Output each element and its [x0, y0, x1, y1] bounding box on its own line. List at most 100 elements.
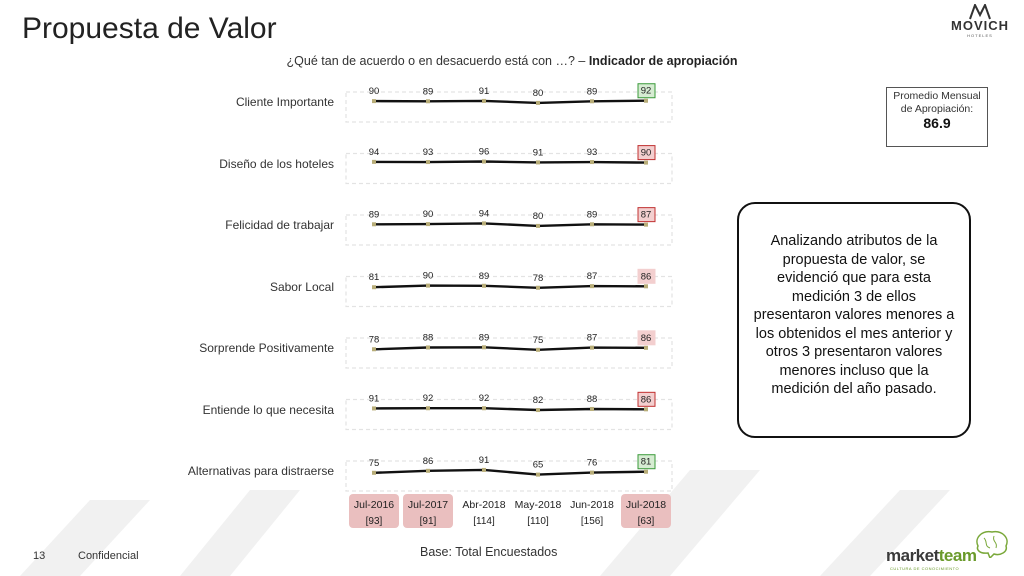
- data-point: [590, 470, 594, 475]
- series-line: [373, 222, 647, 228]
- data-point: [590, 160, 594, 165]
- data-label: 88: [587, 394, 598, 405]
- data-point: [482, 159, 486, 164]
- row-frame: [345, 275, 673, 308]
- series-line: [373, 284, 647, 290]
- data-point: [482, 467, 486, 472]
- logo-brand: MOVICH: [951, 18, 1009, 33]
- chart-subtitle: ¿Qué tan de acuerdo o en desacuerdo está…: [0, 54, 1024, 68]
- series-label: Diseño de los hoteles: [219, 156, 334, 171]
- data-label: 75: [369, 458, 380, 469]
- series-label: Sorprende Positivamente: [199, 341, 334, 355]
- data-label: 89: [423, 86, 434, 97]
- analysis-note: Analizando atributos de la propuesta de …: [737, 202, 971, 438]
- average-label: Promedio Mensual de Apropiación:: [893, 90, 981, 115]
- data-label: 86: [641, 333, 652, 344]
- data-point: [536, 223, 540, 228]
- data-point: [536, 100, 540, 105]
- data-label: 91: [479, 455, 490, 466]
- series-label: Alternativas para distraerse: [187, 464, 334, 478]
- last-value-box: [637, 145, 656, 161]
- data-label: 88: [423, 332, 434, 343]
- series-label: Sabor Local: [269, 279, 334, 294]
- data-label: 75: [533, 335, 544, 346]
- data-point: [482, 283, 486, 288]
- movich-logo-mark-icon: [969, 4, 991, 20]
- page-number: 13: [33, 550, 46, 562]
- data-label: 80: [533, 211, 544, 222]
- data-point: [590, 222, 594, 227]
- data-label: 76: [587, 458, 598, 469]
- data-point: [644, 160, 648, 165]
- data-label: 87: [587, 333, 598, 344]
- period-highlight: [403, 494, 453, 528]
- data-point: [482, 345, 486, 350]
- base-text: Base: Total Encuestados: [420, 545, 558, 559]
- marketteam-logo: marketteam CULTURA DE CONOCIMIENTO: [884, 528, 1014, 574]
- series-line: [373, 160, 647, 164]
- data-point: [590, 406, 594, 411]
- data-point: [372, 470, 376, 475]
- series-label: Cliente Importante: [235, 95, 334, 109]
- data-label: 92: [423, 393, 434, 404]
- data-point: [644, 469, 648, 474]
- base-count-label: [63]: [638, 516, 655, 527]
- row-frame: [345, 91, 673, 123]
- data-label: 81: [641, 457, 652, 468]
- row-frame: [345, 337, 673, 369]
- series-line: [373, 407, 647, 412]
- row-frame: [345, 214, 673, 246]
- data-point: [536, 160, 540, 165]
- movich-logo: MOVICH HOTELES: [940, 4, 1020, 44]
- data-label: 96: [479, 147, 490, 158]
- last-value-box: [637, 330, 656, 346]
- data-label: 90: [423, 209, 434, 220]
- x-tick-label: Jul-2016: [354, 499, 394, 511]
- data-label: 94: [479, 208, 490, 219]
- data-label: 94: [369, 147, 380, 158]
- row-frame: [345, 460, 673, 492]
- data-point: [426, 222, 430, 227]
- data-point: [644, 222, 648, 227]
- data-point: [372, 99, 376, 104]
- data-label: 87: [641, 210, 652, 221]
- page-title: Propuesta de Valor: [22, 12, 277, 45]
- last-value-box: [637, 268, 656, 284]
- data-point: [536, 285, 540, 290]
- data-label: 93: [423, 147, 434, 158]
- data-point: [372, 285, 376, 290]
- data-point: [590, 345, 594, 350]
- base-count-label: [110]: [527, 516, 549, 527]
- marketteam-name-2: team: [938, 546, 977, 565]
- data-label: 78: [533, 273, 544, 284]
- average-value: 86.9: [923, 115, 951, 131]
- brain-icon: [976, 530, 1008, 558]
- series-line: [373, 99, 647, 105]
- x-tick-label: Abr-2018: [462, 499, 505, 511]
- data-point: [372, 347, 376, 352]
- series-line: [373, 346, 647, 352]
- data-label: 89: [587, 86, 598, 97]
- data-point: [482, 98, 486, 103]
- logo-sub: HOTELES: [967, 33, 993, 38]
- series-label: Felicidad de trabajar: [225, 218, 334, 232]
- data-point: [372, 222, 376, 227]
- data-point: [644, 98, 648, 103]
- data-point: [426, 99, 430, 104]
- data-label: 89: [369, 209, 380, 220]
- data-point: [536, 408, 540, 413]
- row-frame: [345, 398, 673, 431]
- x-tick-label: Jun-2018: [570, 499, 614, 511]
- last-value-box: [637, 207, 656, 223]
- data-label: 91: [533, 147, 544, 158]
- data-point: [372, 406, 376, 411]
- data-label: 86: [641, 271, 652, 282]
- data-label: 92: [479, 393, 490, 404]
- data-label: 90: [423, 271, 434, 282]
- last-value-box: [637, 454, 656, 470]
- data-label: 93: [587, 147, 598, 158]
- data-point: [536, 472, 540, 477]
- data-label: 87: [587, 271, 598, 282]
- data-point: [590, 284, 594, 289]
